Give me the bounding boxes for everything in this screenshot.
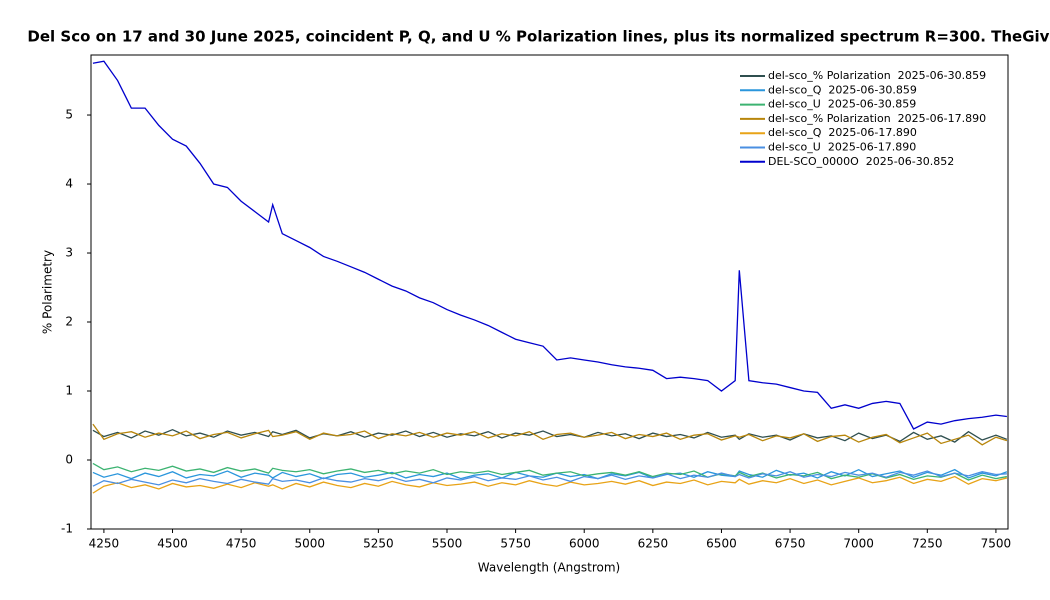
x-tick-label: 6250 [638,537,669,551]
y-tick-label: 3 [65,246,73,260]
y-tick-label: -1 [61,522,73,536]
x-axis-label: Wavelength (Angstrom) [478,561,620,575]
x-tick-label: 4750 [226,537,257,551]
x-tick-label: 7500 [981,537,1012,551]
legend-text: del-sco_U 2025-06-17.890 [768,141,916,154]
x-tick-label: 4500 [157,537,188,551]
legend-text: del-sco_U 2025-06-30.859 [768,98,916,111]
legend-text: del-sco_% Polarization 2025-06-30.859 [768,69,986,82]
x-tick-label: 6500 [706,537,737,551]
y-tick-label: 5 [65,108,73,122]
y-tick-label: 1 [65,384,73,398]
series-line [92,423,1008,446]
x-tick-label: 6750 [775,537,806,551]
series-line [92,428,1008,443]
legend-text: DEL-SCO_0000O 2025-06-30.852 [768,155,954,168]
y-axis-label: % Polarimetry [41,250,55,334]
x-tick-label: 6000 [569,537,600,551]
x-tick-label: 5250 [363,537,394,551]
series-line [92,468,1008,480]
x-tick-label: 4250 [89,537,120,551]
y-tick-label: 0 [65,453,73,467]
series-line [92,60,1007,430]
legend-text: del-sco_% Polarization 2025-06-17.890 [768,112,986,125]
x-tick-label: 5750 [500,537,531,551]
chart-title: Del Sco on 17 and 30 June 2025, coincide… [27,28,1050,46]
series-line [92,470,1007,487]
y-tick-label: 2 [65,315,73,329]
series-line [92,462,1008,481]
plot-frame [90,54,1009,530]
x-tick-label: 7250 [912,537,943,551]
x-tick-label: 5000 [294,537,325,551]
x-tick-label: 5500 [432,537,463,551]
y-tick-label: 4 [65,177,73,191]
legend-text: del-sco_Q 2025-06-17.890 [768,126,917,139]
x-tick-label: 7000 [843,537,874,551]
legend-text: del-sco_Q 2025-06-30.859 [768,83,917,96]
series-line [92,475,1008,494]
